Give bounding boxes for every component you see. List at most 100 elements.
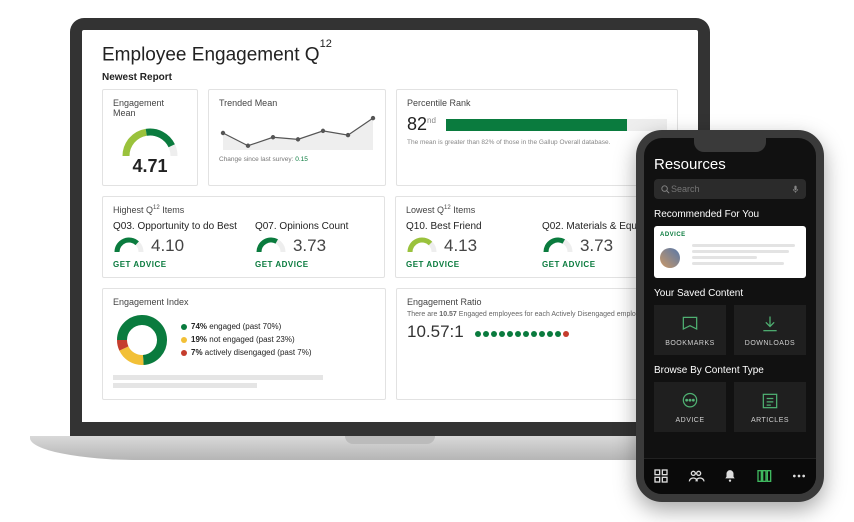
resources-title: Resources (654, 156, 806, 173)
browse-label: Browse By Content Type (654, 365, 806, 376)
index-legend-row: 74% engaged (past 70%) (181, 321, 312, 334)
page-title-text: Employee Engagement Q (102, 44, 320, 65)
engagement-mean-label: Engagement Mean (113, 98, 187, 118)
bookmark-icon (680, 314, 700, 336)
recommended-card[interactable]: ADVICE (654, 226, 806, 278)
tab-more[interactable] (790, 468, 808, 486)
engagement-mean-gauge (118, 122, 182, 158)
page-title-sup: 12 (320, 38, 332, 50)
percentile-bar (446, 119, 667, 131)
tab-grid[interactable] (652, 468, 670, 486)
engagement-ratio-text: There are 10.57 Engaged employees for ea… (407, 311, 667, 318)
engagement-index-title: Engagement Index (113, 297, 375, 307)
engagement-ratio-value-row: 10.57:1 (407, 322, 667, 342)
tile-bookmarks[interactable]: BOOKMARKS (654, 305, 726, 355)
recommended-card-preview (692, 232, 800, 268)
q12-item-name: Q10. Best Friend (406, 221, 524, 232)
trended-mean-chart (219, 112, 377, 154)
engagement-ratio-dots (475, 329, 571, 340)
saved-content-label: Your Saved Content (654, 288, 806, 299)
item-gauge (255, 236, 287, 256)
tile-label: BOOKMARKS (665, 340, 715, 347)
browse-tiles: ADVICE ARTICLES (654, 382, 806, 432)
percentile-bar-fill (446, 119, 627, 131)
q12-item-value: 3.73 (293, 236, 326, 256)
trended-foot-label: Change since last survey: (219, 156, 295, 163)
trended-foot-value: 0.15 (295, 156, 308, 163)
top-row: Engagement Mean 4.71 Trended Mean Change… (102, 89, 678, 186)
grid-icon (653, 468, 669, 486)
index-legend-row: 7% actively disengaged (past 7%) (181, 347, 312, 360)
phone-notch (694, 138, 766, 152)
lowest-items-title: Lowest Q12 Items (406, 205, 667, 215)
percentile-suffix: nd (427, 116, 436, 125)
item-gauge (113, 236, 145, 256)
articles-icon (760, 391, 780, 413)
laptop-trackpad-notch (345, 436, 435, 444)
q12-item: Q10. Best Friend 4.13 GET ADVICE (406, 221, 524, 269)
phone-mock: Resources Recommended For You ADVICE You… (636, 130, 824, 502)
phone-screen: Resources Recommended For You ADVICE You… (644, 138, 816, 494)
trended-mean-card: Trended Mean Change since last survey: 0… (208, 89, 386, 186)
q12-item-name: Q03. Opportunity to do Best (113, 221, 237, 232)
percentile-footnote: The mean is greater than 82% of those in… (407, 139, 667, 146)
tab-people[interactable] (687, 468, 705, 486)
get-advice-link[interactable]: GET ADVICE (113, 260, 237, 269)
chat-icon (680, 391, 700, 413)
tab-bell[interactable] (721, 468, 739, 486)
q12-item: Q03. Opportunity to do Best 4.10 GET ADV… (113, 221, 237, 269)
tile-label: ARTICLES (751, 417, 789, 424)
highest-items-card: Highest Q12 Items Q03. Opportunity to do… (102, 196, 385, 278)
more-icon (791, 468, 807, 486)
index-legend-row: 19% not engaged (past 23%) (181, 334, 312, 347)
percentile-label: Percentile Rank (407, 98, 667, 108)
newest-report-label: Newest Report (102, 72, 678, 83)
page-title: Employee Engagement Q12 (102, 44, 678, 66)
recommended-card-tag: ADVICE (660, 232, 686, 238)
phone-tabbar (644, 458, 816, 494)
bell-icon (723, 468, 737, 486)
library-icon (756, 468, 772, 486)
tile-label: ADVICE (675, 417, 704, 424)
q12-item-value: 3.73 (580, 236, 613, 256)
tile-articles[interactable]: ARTICLES (734, 382, 806, 432)
people-icon (687, 468, 705, 486)
search-input[interactable] (671, 184, 791, 194)
highest-items-title: Highest Q12 Items (113, 205, 374, 215)
q12-item-value: 4.13 (444, 236, 477, 256)
trended-footnote: Change since last survey: 0.15 (219, 156, 375, 163)
tile-downloads[interactable]: DOWNLOADS (734, 305, 806, 355)
recommended-label: Recommended For You (654, 209, 806, 220)
search-field[interactable] (654, 179, 806, 199)
saved-tiles: BOOKMARKS DOWNLOADS (654, 305, 806, 355)
q12-item-value: 4.10 (151, 236, 184, 256)
laptop-screen: Employee Engagement Q12 Newest Report En… (70, 18, 710, 438)
search-icon (660, 184, 671, 195)
engagement-index-bars (113, 375, 375, 388)
tile-label: DOWNLOADS (745, 340, 795, 347)
q12-item-name: Q07. Opinions Count (255, 221, 374, 232)
trended-mean-label: Trended Mean (219, 98, 375, 108)
engagement-mean-value: 4.71 (132, 156, 167, 177)
mic-icon[interactable] (791, 183, 800, 195)
items-row: Highest Q12 Items Q03. Opportunity to do… (102, 196, 678, 278)
engagement-mean-card: Engagement Mean 4.71 (102, 89, 198, 186)
get-advice-link[interactable]: GET ADVICE (255, 260, 374, 269)
percentile-number: 82 (407, 114, 427, 134)
item-gauge (406, 236, 438, 256)
percentile-value: 82nd (407, 114, 436, 135)
avatar (660, 248, 680, 268)
tab-library[interactable] (755, 468, 773, 486)
engagement-index-card: Engagement Index 74% engaged (past 70%)1… (102, 288, 386, 400)
bottom-row: Engagement Index 74% engaged (past 70%)1… (102, 288, 678, 400)
download-icon (760, 314, 780, 336)
tile-advice[interactable]: ADVICE (654, 382, 726, 432)
item-gauge (542, 236, 574, 256)
engagement-index-legend: 74% engaged (past 70%)19% not engaged (p… (181, 321, 312, 359)
engagement-index-donut (113, 311, 171, 369)
q12-item: Q07. Opinions Count 3.73 GET ADVICE (255, 221, 374, 269)
get-advice-link[interactable]: GET ADVICE (406, 260, 524, 269)
dashboard: Employee Engagement Q12 Newest Report En… (82, 30, 698, 410)
engagement-ratio-title: Engagement Ratio (407, 297, 667, 307)
engagement-ratio-value: 10.57:1 (407, 322, 464, 341)
